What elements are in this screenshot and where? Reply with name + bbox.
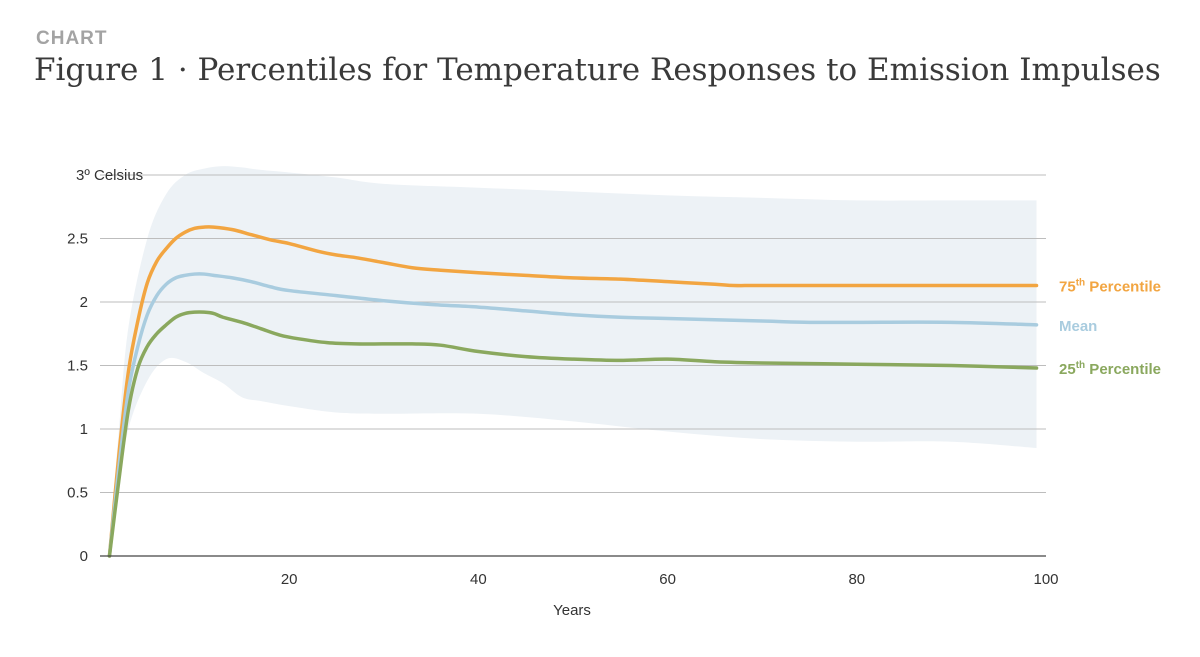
band-layer	[109, 166, 1037, 556]
chart-kicker: CHART	[36, 28, 108, 49]
series-line-p25	[107, 310, 1039, 558]
x-tick-label: 40	[470, 571, 487, 588]
series-label-mean: Mean	[1059, 318, 1097, 335]
series-line-p75	[107, 225, 1039, 558]
range-band	[109, 166, 1037, 556]
y-tick-label: 1.5	[67, 358, 88, 375]
y-tick-label: 2.5	[67, 231, 88, 248]
x-tick-label: 80	[848, 571, 865, 588]
y-tick-label: 1	[80, 421, 88, 438]
page-title: Figure 1 · Percentiles for Temperature R…	[34, 52, 1161, 88]
y-tick-label: 3º Celsius	[76, 167, 143, 184]
x-tick-label: 60	[659, 571, 676, 588]
label-layer: 0 0.5 1 1.5 2 2.5 3º Celsius 20 40 60 80 100 Years 75…	[67, 167, 1161, 619]
series-layer	[107, 225, 1039, 558]
x-tick-label: 20	[281, 571, 298, 588]
series-label-p75: 75th Percentile	[1059, 277, 1161, 295]
series-line-mean	[107, 272, 1039, 558]
y-tick-label: 0	[80, 548, 88, 565]
x-axis-label: Years	[553, 602, 591, 619]
grid-layer	[100, 174, 1046, 493]
x-tick-label: 100	[1033, 571, 1058, 588]
series-label-p25: 25th Percentile	[1059, 360, 1161, 378]
y-tick-label: 0.5	[67, 485, 88, 502]
y-tick-label: 2	[80, 294, 88, 311]
